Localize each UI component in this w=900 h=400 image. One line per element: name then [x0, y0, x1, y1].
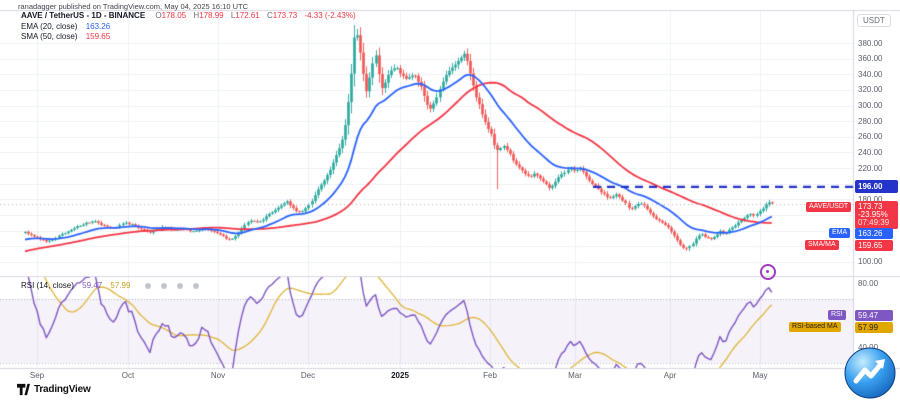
ema-legend[interactable]: EMA (20, close) 163.26 — [21, 22, 110, 31]
rsi-tick-label: 40.00 — [858, 342, 879, 352]
rsi-value-label: 59.47 — [855, 310, 893, 321]
price-tick-label: 180.00 — [858, 194, 883, 204]
indicator-action-icon[interactable] — [193, 283, 200, 289]
rsi-legend[interactable]: RSI (14, close) 59.47 57.99 — [21, 281, 200, 290]
ohlc-high-value: 178.99 — [199, 11, 224, 20]
ohlc-close-label: C — [266, 11, 273, 20]
rsi-flag: RSI — [828, 310, 846, 320]
price-tick-label: 240.00 — [858, 147, 883, 157]
ohlc-high-label: H — [193, 11, 200, 20]
tradingview-logo[interactable]: TradingView — [17, 383, 91, 396]
sma-legend-name: SMA (50, close) — [21, 32, 78, 41]
drawing-marker-icon[interactable] — [760, 264, 776, 280]
ohlc-low-label: L — [230, 11, 236, 20]
ohlc-open-value: 178.05 — [161, 11, 187, 20]
indicator-action-icon[interactable] — [144, 283, 151, 289]
indicator-action-icon[interactable] — [160, 283, 167, 289]
ohlc-change: -4.33 (-2.43%) — [304, 11, 356, 20]
rsi-ma-flag: RSI-based MA — [789, 322, 841, 332]
last-price-value: 173.73 — [858, 202, 883, 211]
sma-legend-value: 159.65 — [85, 32, 111, 41]
price-tick-label: 380.00 — [858, 38, 883, 48]
price-tick-label: 280.00 — [858, 116, 883, 126]
sma-flag: SMA/MA — [805, 240, 839, 250]
ohlc-close-value: 173.73 — [272, 11, 298, 20]
tradingview-wordmark: TradingView — [34, 384, 91, 395]
time-axis-label: Oct — [121, 371, 135, 380]
last-price-label: 173.73 -23.95% 07:49:39 — [855, 201, 898, 229]
time-axis-label: Sep — [29, 371, 45, 380]
tradingview-logo-icon — [17, 383, 30, 396]
rsi-ma-value-label: 57.99 — [855, 322, 893, 333]
tradingview-badge-icon — [844, 347, 896, 399]
published-byline: ranadagger published on TradingView.com,… — [18, 2, 249, 11]
rsi-legend-name: RSI (14, close) — [21, 281, 74, 290]
price-tick-label: 320.00 — [858, 85, 883, 95]
ema-legend-value: 163.26 — [85, 22, 111, 31]
ema-flag: EMA — [829, 228, 851, 238]
price-tick-label: 260.00 — [858, 132, 883, 142]
indicator-action-icon[interactable] — [177, 283, 184, 289]
time-axis-label: Mar — [568, 371, 582, 380]
price-tick-label: 360.00 — [858, 54, 883, 64]
price-scale-currency: USDT — [857, 14, 891, 27]
sma-price-label: 159.65 — [855, 240, 893, 251]
ema-price-label: 163.26 — [855, 228, 893, 239]
symbol-legend[interactable]: AAVE / TetherUS - 1D - BINANCE O178.05 H… — [21, 11, 356, 20]
price-tick-label: 340.00 — [858, 69, 883, 79]
target-price-label: 196.00 — [855, 180, 898, 193]
price-tick-label: 300.00 — [858, 101, 883, 111]
symbol-price-flag: AAVE/USDT — [806, 202, 852, 212]
bar-countdown: 07:49:39 — [858, 218, 890, 227]
price-tick-label: 220.00 — [858, 163, 883, 173]
time-axis-label: Feb — [483, 371, 497, 380]
time-axis-label: Nov — [210, 371, 226, 380]
ohlc-open-label: O — [155, 11, 162, 20]
last-price-change-pct: -23.95% — [858, 210, 888, 219]
time-axis-label: Apr — [663, 371, 677, 380]
ema-legend-name: EMA (20, close) — [21, 22, 78, 31]
time-axis-label: 2025 — [391, 371, 409, 380]
rsi-legend-value: 59.47 — [82, 281, 103, 290]
time-axis-label: Dec — [300, 371, 316, 380]
rsi-ma-legend-value: 57.99 — [110, 281, 131, 290]
ohlc-low-value: 172.61 — [235, 11, 260, 20]
price-tick-label: 100.00 — [858, 257, 883, 267]
rsi-tick-label: 80.00 — [858, 278, 879, 288]
symbol-title: AAVE / TetherUS - 1D - BINANCE — [21, 11, 146, 20]
time-axis-label: May — [752, 371, 768, 380]
sma-legend[interactable]: SMA (50, close) 159.65 — [21, 32, 110, 41]
